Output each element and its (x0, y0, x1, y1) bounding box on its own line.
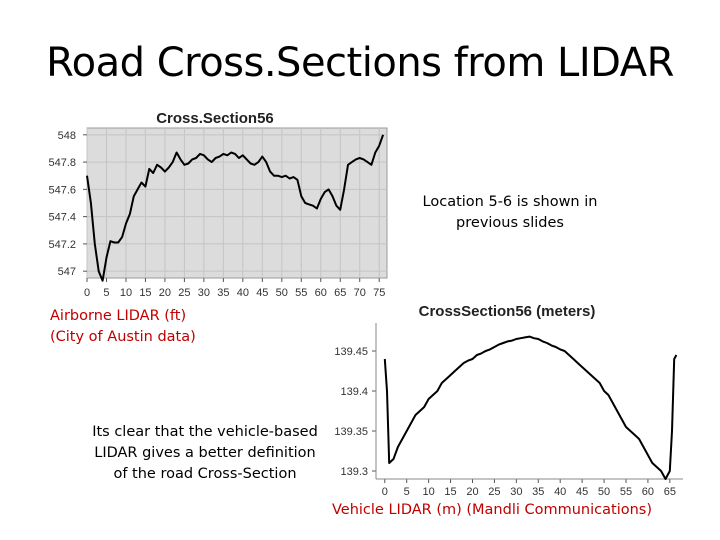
chart-2-title: CrossSection56 (meters) (419, 303, 596, 320)
chart-1-x-tick-label: 60 (315, 287, 327, 299)
chart-2-y-tick-label: 139.4 (340, 386, 368, 398)
chart-2-x-tick-label: 60 (642, 486, 654, 498)
chart-1-y-tick-label: 547 (58, 266, 76, 278)
airborne-note-line1: Airborne LIDAR (ft) (50, 308, 187, 324)
chart-1-x-tick-label: 75 (373, 287, 385, 299)
chart-2-x-tick-label: 5 (404, 486, 410, 498)
vehicle-note: Its clear that the vehicle-based LIDAR g… (92, 424, 318, 482)
chart-2-x-tick-label: 25 (488, 486, 500, 498)
chart-1-y-tick-label: 547.6 (48, 184, 76, 196)
chart-1-x-tick-label: 30 (198, 287, 210, 299)
chart-1-y-tick-label: 547.2 (48, 239, 76, 251)
chart-1-x-tick-label: 55 (295, 287, 307, 299)
chart-1-x-tick-label: 65 (334, 287, 346, 299)
chart-2-x-tick-label: 55 (620, 486, 632, 498)
chart-2-y-tick-label: 139.35 (334, 426, 368, 438)
chart-1-y-tick-label: 547.8 (48, 157, 76, 169)
slide-title: Road Cross.Sections from LIDAR (46, 40, 674, 86)
chart-2-x-tick-label: 35 (532, 486, 544, 498)
airborne-note: Airborne LIDAR (ft) (City of Austin data… (50, 306, 270, 348)
chart-1-title: Cross.Section56 (156, 110, 274, 127)
chart-1-x-tick-label: 5 (103, 287, 109, 299)
chart-2-y-tick-label: 139.3 (340, 466, 368, 478)
chart-1-x-tick-label: 70 (354, 287, 366, 299)
chart-1-x-tick-label: 0 (84, 287, 90, 299)
chart-1-x-tick-label: 45 (256, 287, 268, 299)
chart-2-x-tick-label: 65 (664, 486, 676, 498)
chart-1-y-tick-label: 548 (58, 130, 76, 142)
chart-1-x-tick-label: 10 (120, 287, 132, 299)
chart-1-x-tick-label: 20 (159, 287, 171, 299)
chart-2-x-tick-label: 40 (554, 486, 566, 498)
chart-1-x-tick-label: 15 (139, 287, 151, 299)
chart-2-x-tick-label: 50 (598, 486, 610, 498)
chart-2-x-tick-label: 20 (466, 486, 478, 498)
chart-2-x-tick-label: 30 (510, 486, 522, 498)
airborne-note-line2: (City of Austin data) (50, 329, 196, 345)
vehicle-source-note: Vehicle LIDAR (m) (Mandli Communications… (332, 502, 652, 518)
chart-1-y-tick-label: 547.4 (48, 212, 76, 224)
chart-2-x-tick-label: 45 (576, 486, 588, 498)
chart-1-plot-area (86, 127, 388, 279)
chart-2-x-tick-label: 15 (444, 486, 456, 498)
chart-2-series-line (383, 335, 678, 480)
chart-1-x-tick-label: 25 (178, 287, 190, 299)
chart-1-x-tick-label: 40 (237, 287, 249, 299)
chart-2-y-tick-label: 139.45 (334, 346, 368, 358)
chart-1-x-tick-label: 35 (217, 287, 229, 299)
location-note: Location 5-6 is shown in previous slides (422, 194, 598, 231)
chart-1-series-line (86, 134, 385, 282)
chart-2-x-tick-label: 10 (423, 486, 435, 498)
chart-1-x-tick-label: 50 (276, 287, 288, 299)
chart-2-x-tick-label: 0 (382, 486, 388, 498)
